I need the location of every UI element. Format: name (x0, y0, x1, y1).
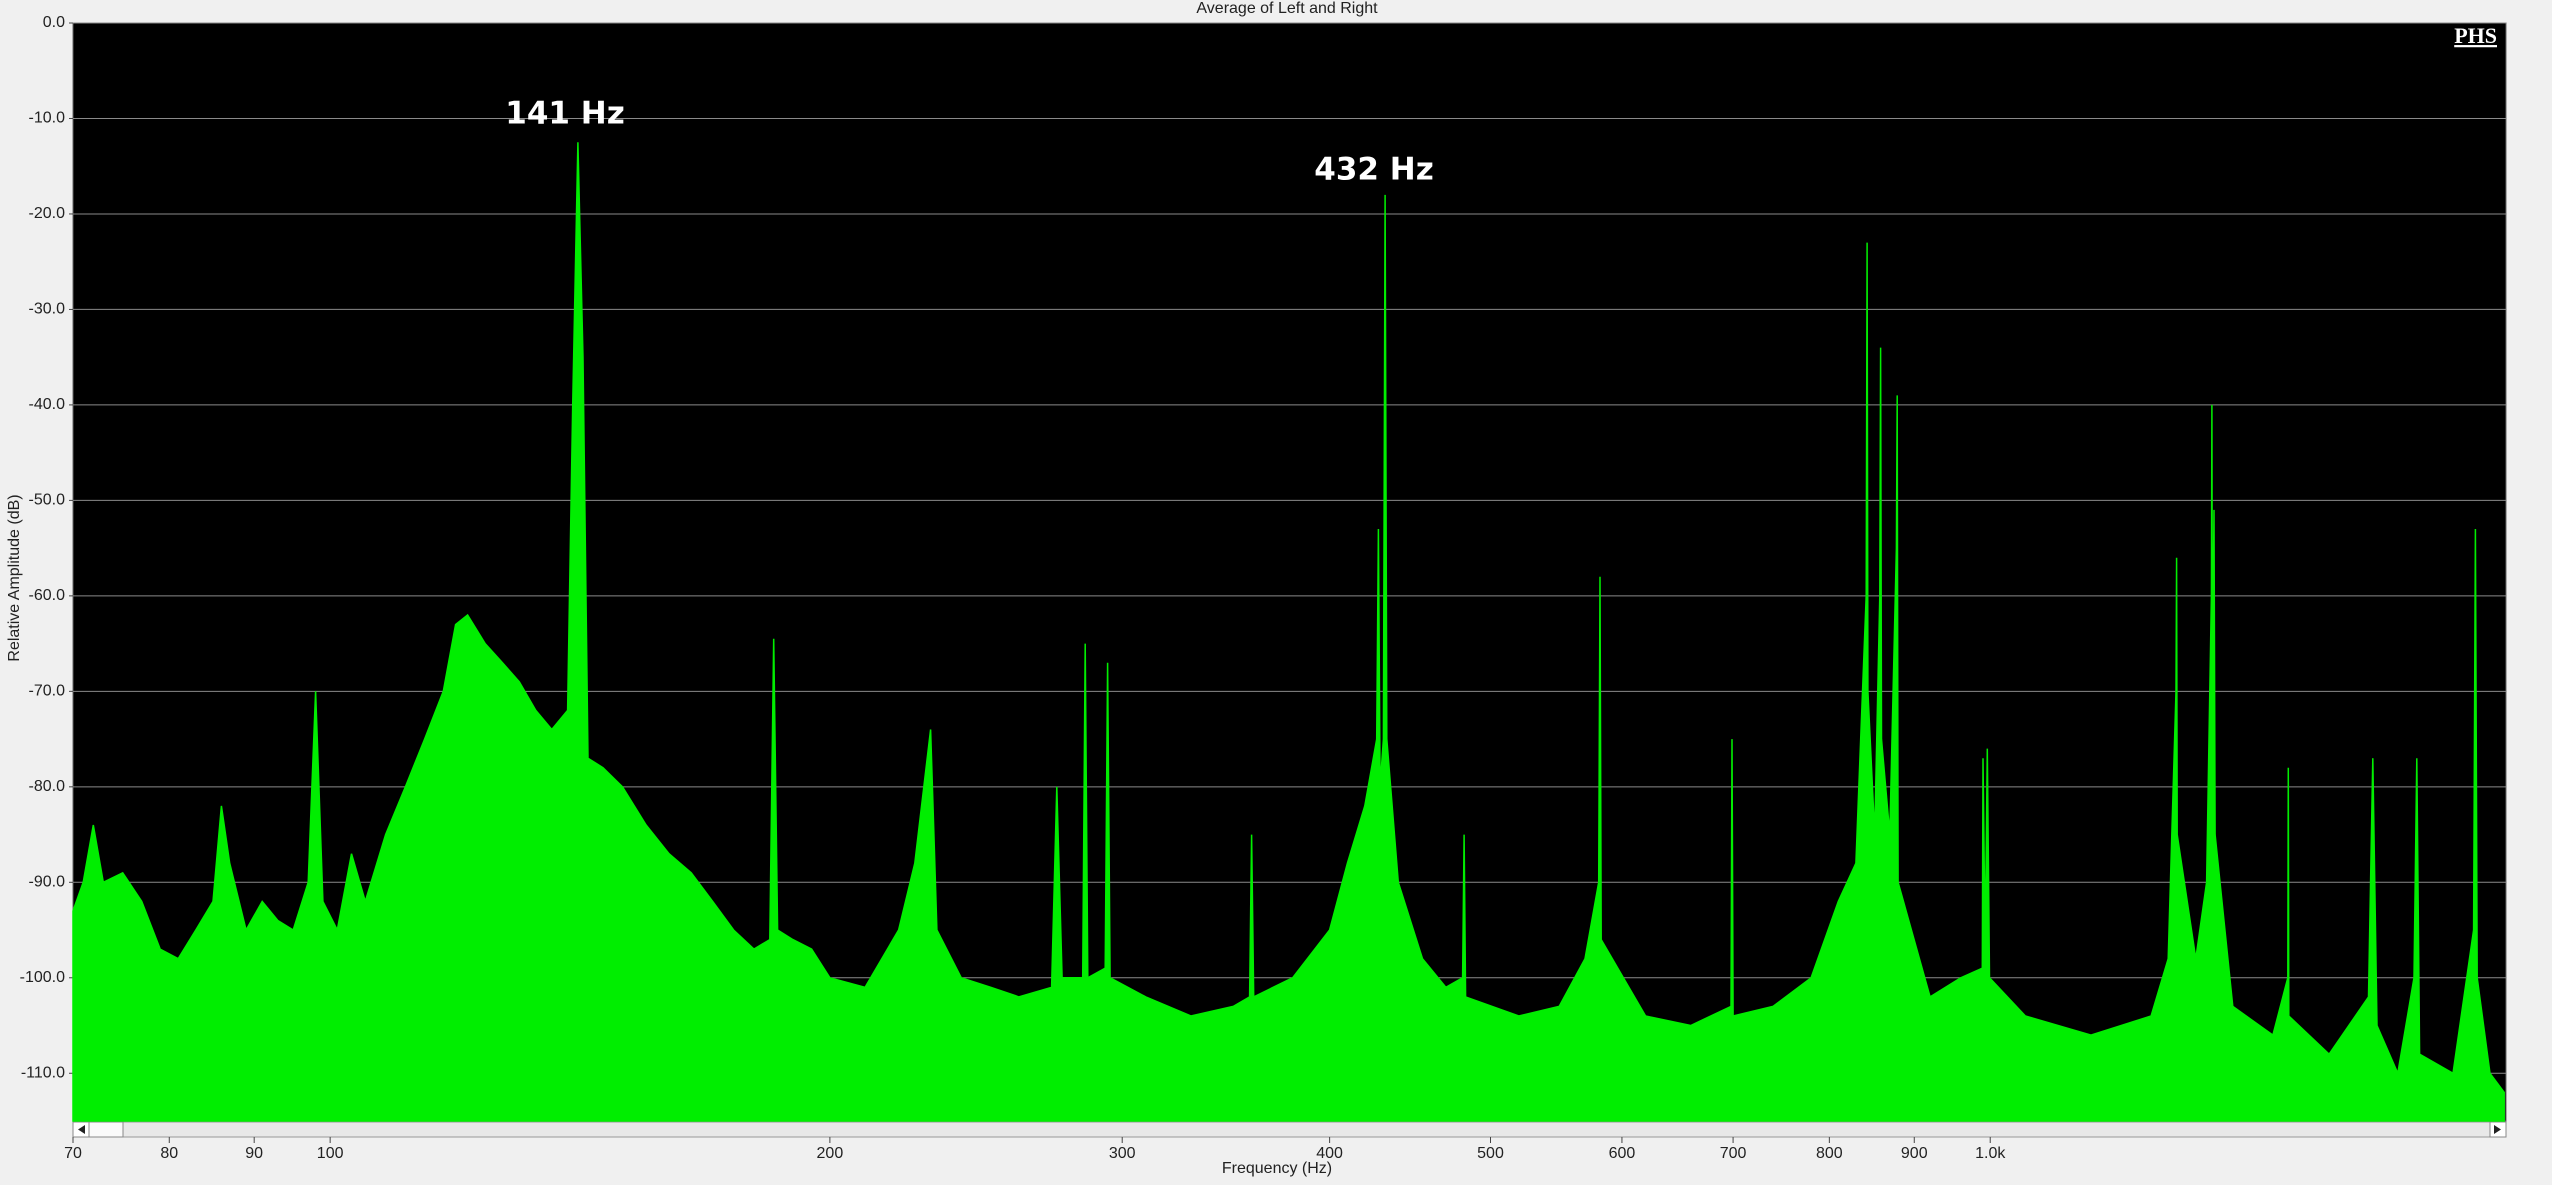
peak-annotation: 141 Hz (505, 96, 625, 132)
logo: PHS (2454, 23, 2497, 48)
y-axis-label: Relative Amplitude (dB) (6, 494, 23, 661)
y-tick-label: -90.0 (29, 874, 66, 891)
y-tick-label: -80.0 (29, 778, 66, 795)
y-tick-label: 0.0 (43, 14, 65, 31)
x-tick-label: 300 (1109, 1145, 1136, 1162)
chart-title: Average of Left and Right (1196, 0, 1378, 17)
arrow-right (2494, 1125, 2501, 1134)
spectrum-area (72, 142, 2505, 1122)
x-tick-label: 500 (1477, 1145, 1504, 1162)
x-tick-label: 800 (1816, 1145, 1843, 1162)
x-tick-label: 90 (245, 1145, 263, 1162)
y-tick-label: -70.0 (29, 683, 66, 700)
x-tick-label: 900 (1901, 1145, 1928, 1162)
x-tick-label: 80 (160, 1145, 178, 1162)
x-tick-label: 700 (1720, 1145, 1747, 1162)
arrow-left (78, 1125, 85, 1134)
y-tick-label: -100.0 (20, 969, 65, 986)
x-tick-label: 400 (1316, 1145, 1343, 1162)
y-tick-label: -10.0 (29, 110, 66, 127)
x-tick-label: 200 (817, 1145, 844, 1162)
x-tick-label: 70 (64, 1145, 82, 1162)
y-tick-label: -50.0 (29, 492, 66, 509)
y-tick-label: -110.0 (21, 1064, 65, 1081)
x-axis-label: Frequency (Hz) (1222, 1160, 1332, 1177)
x-tick-label: 600 (1609, 1145, 1636, 1162)
scrollbar[interactable] (72, 1121, 2507, 1138)
x-tick-label: 100 (317, 1145, 344, 1162)
y-tick-label: -60.0 (29, 587, 66, 604)
x-tick-label: 1.0k (1975, 1145, 2006, 1162)
y-tick-label: -40.0 (29, 396, 66, 413)
y-tick-label: -20.0 (29, 205, 66, 222)
scroll-track[interactable] (72, 1121, 2507, 1138)
peak-annotation: 432 Hz (1314, 152, 1434, 188)
scroll-thumb[interactable] (88, 1121, 124, 1138)
y-tick-label: -30.0 (29, 301, 66, 318)
